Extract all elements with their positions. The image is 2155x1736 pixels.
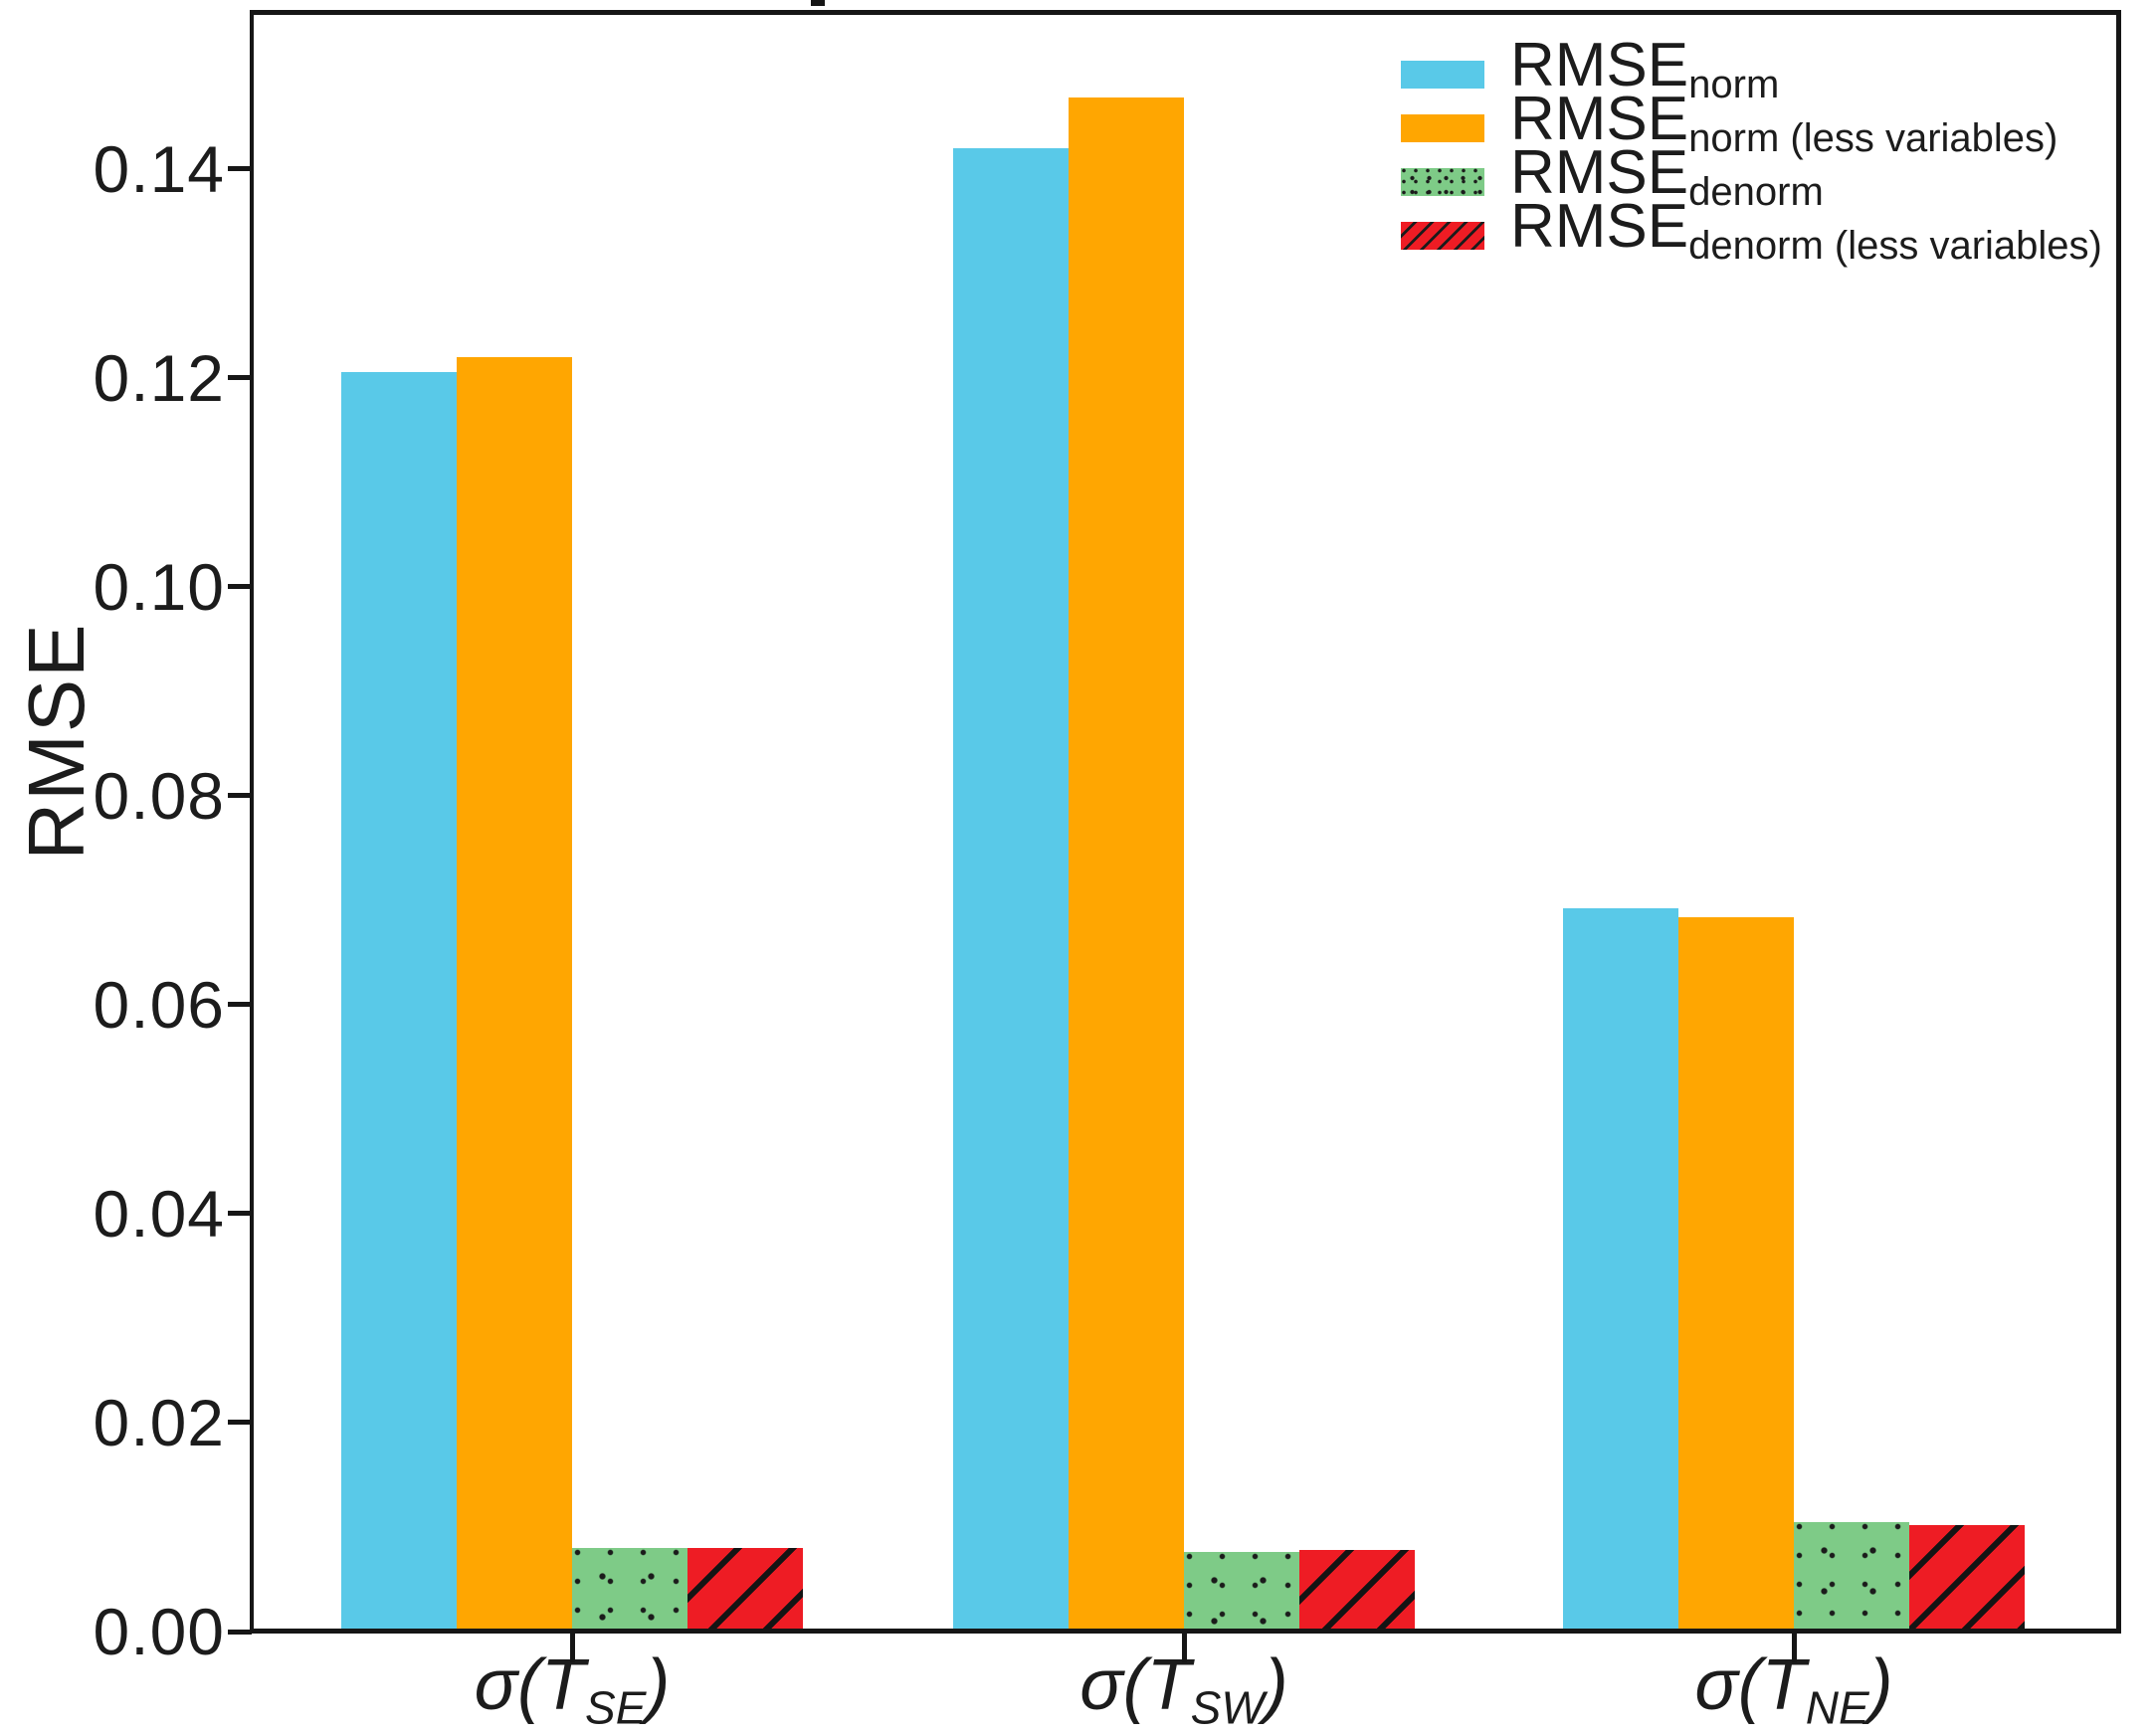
legend: RMSEnorm RMSEnorm (less variables) RMSEd… [1401, 34, 2102, 268]
y-tick-label: 0.10 [93, 549, 225, 624]
bar-rmse-denorm-ne [1794, 1522, 1909, 1632]
bar-rmse-denorm-less-variables--sw [1299, 1550, 1415, 1632]
legend-item-rmse-norm-less-variables: RMSEnorm (less variables) [1401, 88, 2102, 160]
bar-rmse-norm-se [341, 372, 457, 1632]
bar-rmse-denorm-se [572, 1548, 687, 1632]
x-tick-label: σ(TSW) [1079, 1645, 1288, 1734]
y-tick-mark [228, 375, 252, 381]
legend-item-rmse-denorm-less-variables: RMSEdenorm (less variables) [1401, 195, 2102, 268]
y-tick-mark [228, 584, 252, 590]
x-tick-mark [1791, 1632, 1797, 1662]
legend-label: RMSEdenorm [1510, 137, 1824, 214]
x-tick-mark [1181, 1632, 1187, 1662]
y-tick-label: 0.14 [93, 131, 225, 206]
bar-rmse-norm-less-variables--se [457, 357, 572, 1632]
y-tick-mark [228, 166, 252, 172]
legend-swatch-rmse-denorm [1401, 168, 1484, 196]
legend-label: RMSEdenorm (less variables) [1510, 191, 2102, 268]
y-tick-mark [228, 1629, 252, 1635]
y-tick-label: 0.04 [93, 1176, 225, 1251]
y-tick-label: 0.08 [93, 758, 225, 833]
legend-label: RMSEnorm (less variables) [1510, 84, 2058, 160]
bar-rmse-norm-ne [1563, 908, 1678, 1632]
bar-rmse-denorm-less-variables--se [687, 1548, 803, 1632]
y-tick-label: 0.00 [93, 1595, 225, 1668]
x-tick-label: σ(TNE) [1694, 1645, 1893, 1734]
legend-item-rmse-denorm: RMSEdenorm [1401, 141, 2102, 214]
legend-swatch-rmse-denorm-less-variables [1401, 222, 1484, 250]
y-tick-mark [228, 793, 252, 799]
x-tick-label: σ(TSE) [474, 1645, 671, 1734]
y-tick-mark [228, 1211, 252, 1217]
legend-swatch-rmse-norm-less-variables [1401, 114, 1484, 142]
bar-rmse-norm-sw [953, 148, 1069, 1632]
legend-label: RMSEnorm [1510, 30, 1780, 106]
legend-item-rmse-norm: RMSEnorm [1401, 34, 2102, 106]
y-tick-label: 0.02 [93, 1385, 225, 1459]
bar-rmse-norm-less-variables--sw [1069, 97, 1184, 1632]
y-tick-mark [228, 1420, 252, 1426]
y-tick-mark [228, 1002, 252, 1008]
bar-rmse-denorm-sw [1184, 1552, 1299, 1632]
legend-swatch-rmse-norm [1401, 61, 1484, 89]
y-tick-label: 0.12 [93, 340, 225, 415]
bar-rmse-norm-less-variables--ne [1678, 917, 1794, 1632]
bar-rmse-denorm-less-variables--ne [1909, 1525, 2025, 1632]
y-tick-label: 0.06 [93, 967, 225, 1042]
cropped-title-fragment [811, 0, 825, 6]
x-tick-mark [569, 1632, 575, 1662]
